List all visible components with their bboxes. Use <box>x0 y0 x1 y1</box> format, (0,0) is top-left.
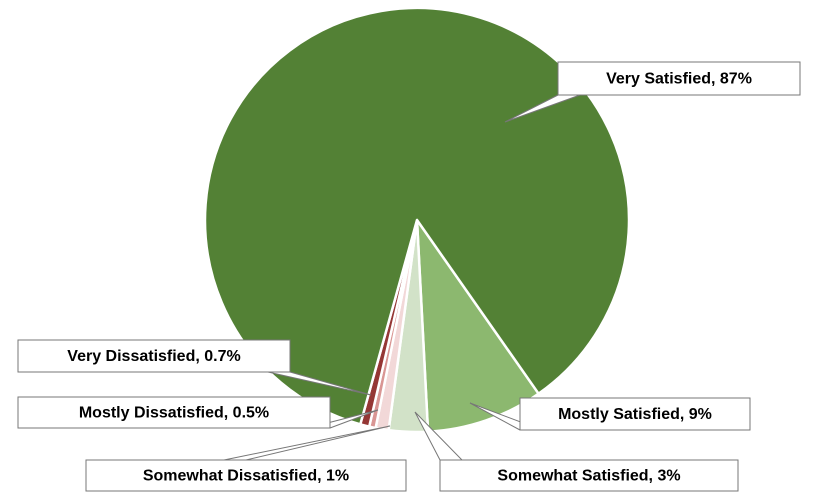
label-box <box>519 397 751 431</box>
data-label: Very Satisfied, 87% <box>606 71 752 88</box>
data-label: Mostly Dissatisfied, 0.5% <box>79 405 269 422</box>
label-box <box>17 396 331 429</box>
data-label: Somewhat Dissatisfied, 1% <box>143 468 349 485</box>
data-label: Somewhat Satisfied, 3% <box>497 468 680 485</box>
label-box <box>439 459 739 492</box>
label-box <box>557 61 801 96</box>
data-label: Very Dissatisfied, 0.7% <box>67 348 240 365</box>
data-label: Mostly Satisfied, 9% <box>558 406 712 423</box>
label-box <box>17 339 291 373</box>
label-box <box>85 459 407 492</box>
label-leader <box>223 425 391 461</box>
pie-slice: Very Satisfied <box>203 6 631 426</box>
